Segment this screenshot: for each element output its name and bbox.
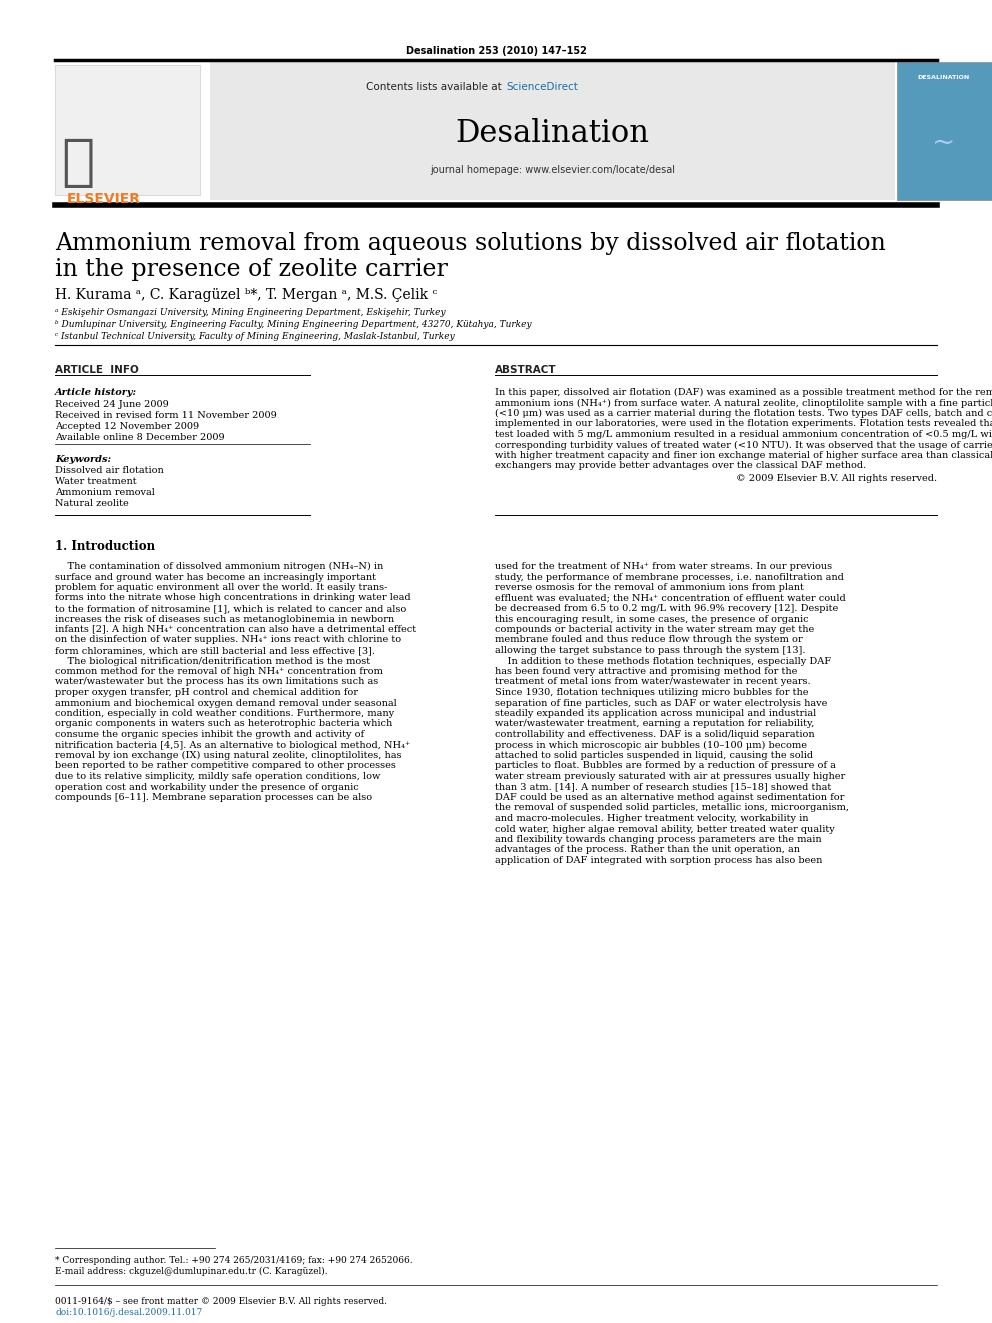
Text: ARTICLE  INFO: ARTICLE INFO	[55, 365, 139, 374]
Text: has been found very attractive and promising method for the: has been found very attractive and promi…	[495, 667, 798, 676]
Text: 🌳: 🌳	[62, 135, 94, 189]
Text: ABSTRACT: ABSTRACT	[495, 365, 557, 374]
Text: cold water, higher algae removal ability, better treated water quality: cold water, higher algae removal ability…	[495, 824, 834, 833]
Text: H. Kurama ᵃ, C. Karagüzel ᵇ*, T. Mergan ᵃ, M.S. Çelik ᶜ: H. Kurama ᵃ, C. Karagüzel ᵇ*, T. Mergan …	[55, 288, 437, 302]
Text: Available online 8 December 2009: Available online 8 December 2009	[55, 433, 224, 442]
Text: Since 1930, flotation techniques utilizing micro bubbles for the: Since 1930, flotation techniques utilizi…	[495, 688, 808, 697]
Text: water/wastewater treatment, earning a reputation for reliability,: water/wastewater treatment, earning a re…	[495, 720, 814, 729]
Text: E-mail address: ckguzel@dumlupinar.edu.tr (C. Karagüzel).: E-mail address: ckguzel@dumlupinar.edu.t…	[55, 1267, 327, 1277]
Text: ᶜ Istanbul Technical University, Faculty of Mining Engineering, Maslak-Istanbul,: ᶜ Istanbul Technical University, Faculty…	[55, 332, 454, 341]
Text: corresponding turbidity values of treated water (<10 NTU). It was observed that : corresponding turbidity values of treate…	[495, 441, 992, 450]
Text: membrane fouled and thus reduce flow through the system or: membrane fouled and thus reduce flow thr…	[495, 635, 803, 644]
Text: 0011-9164/$ – see front matter © 2009 Elsevier B.V. All rights reserved.: 0011-9164/$ – see front matter © 2009 El…	[55, 1297, 387, 1306]
Text: process in which microscopic air bubbles (10–100 μm) become: process in which microscopic air bubbles…	[495, 741, 807, 750]
Text: advantages of the process. Rather than the unit operation, an: advantages of the process. Rather than t…	[495, 845, 800, 855]
Text: the removal of suspended solid particles, metallic ions, microorganism,: the removal of suspended solid particles…	[495, 803, 849, 812]
Text: steadily expanded its application across municipal and industrial: steadily expanded its application across…	[495, 709, 816, 718]
Text: separation of fine particles, such as DAF or water electrolysis have: separation of fine particles, such as DA…	[495, 699, 827, 708]
Bar	[897, 62, 992, 200]
Text: treatment of metal ions from water/wastewater in recent years.: treatment of metal ions from water/waste…	[495, 677, 810, 687]
Text: DAF could be used as an alternative method against sedimentation for: DAF could be used as an alternative meth…	[495, 792, 844, 802]
Text: Accepted 12 November 2009: Accepted 12 November 2009	[55, 422, 199, 431]
Text: compounds or bacterial activity in the water stream may get the: compounds or bacterial activity in the w…	[495, 624, 814, 634]
Text: reverse osmosis for the removal of ammonium ions from plant: reverse osmosis for the removal of ammon…	[495, 583, 804, 591]
Text: been reported to be rather competitive compared to other processes: been reported to be rather competitive c…	[55, 762, 396, 770]
Text: ᵃ Eskişehir Osmangazi University, Mining Engineering Department, Eskişehir, Turk: ᵃ Eskişehir Osmangazi University, Mining…	[55, 308, 445, 318]
Text: ammonium and biochemical oxygen demand removal under seasonal: ammonium and biochemical oxygen demand r…	[55, 699, 397, 708]
Text: ~: ~	[932, 130, 955, 157]
Text: water stream previously saturated with air at pressures usually higher: water stream previously saturated with a…	[495, 773, 845, 781]
Text: removal by ion exchange (IX) using natural zeolite, clinoptilolites, has: removal by ion exchange (IX) using natur…	[55, 751, 402, 761]
Text: Dissolved air flotation: Dissolved air flotation	[55, 466, 164, 475]
Text: attached to solid particles suspended in liquid, causing the solid: attached to solid particles suspended in…	[495, 751, 813, 759]
Text: on the disinfection of water supplies. NH₄⁺ ions react with chlorine to: on the disinfection of water supplies. N…	[55, 635, 401, 644]
Text: particles to float. Bubbles are formed by a reduction of pressure of a: particles to float. Bubbles are formed b…	[495, 762, 836, 770]
Text: * Corresponding author. Tel.: +90 274 265/2031/4169; fax: +90 274 2652066.: * Corresponding author. Tel.: +90 274 26…	[55, 1256, 413, 1265]
Text: this encouraging result, in some cases, the presence of organic: this encouraging result, in some cases, …	[495, 614, 808, 623]
Text: © 2009 Elsevier B.V. All rights reserved.: © 2009 Elsevier B.V. All rights reserved…	[736, 474, 937, 483]
Text: exchangers may provide better advantages over the classical DAF method.: exchangers may provide better advantages…	[495, 462, 866, 471]
Text: used for the treatment of NH₄⁺ from water streams. In our previous: used for the treatment of NH₄⁺ from wate…	[495, 562, 832, 572]
Text: forms into the nitrate whose high concentrations in drinking water lead: forms into the nitrate whose high concen…	[55, 594, 411, 602]
Text: Received in revised form 11 November 2009: Received in revised form 11 November 200…	[55, 411, 277, 419]
Text: proper oxygen transfer, pH control and chemical addition for: proper oxygen transfer, pH control and c…	[55, 688, 358, 697]
Text: organic components in waters such as heterotrophic bacteria which: organic components in waters such as het…	[55, 720, 392, 729]
Text: controllability and effectiveness. DAF is a solid/liquid separation: controllability and effectiveness. DAF i…	[495, 730, 814, 740]
Text: ammonium ions (NH₄⁺) from surface water. A natural zeolite, clinoptilolite sampl: ammonium ions (NH₄⁺) from surface water.…	[495, 398, 992, 407]
Text: Received 24 June 2009: Received 24 June 2009	[55, 400, 169, 409]
Text: journal homepage: www.elsevier.com/locate/desal: journal homepage: www.elsevier.com/locat…	[430, 165, 675, 175]
Text: test loaded with 5 mg/L ammonium resulted in a residual ammonium concentration o: test loaded with 5 mg/L ammonium resulte…	[495, 430, 992, 439]
Text: Contents lists available at: Contents lists available at	[365, 82, 505, 93]
Text: form chloramines, which are still bacterial and less effective [3].: form chloramines, which are still bacter…	[55, 646, 375, 655]
Text: and flexibility towards changing process parameters are the main: and flexibility towards changing process…	[495, 835, 821, 844]
Text: doi:10.1016/j.desal.2009.11.017: doi:10.1016/j.desal.2009.11.017	[55, 1308, 202, 1316]
Text: ᵇ Dumlupinar University, Engineering Faculty, Mining Engineering Department, 432: ᵇ Dumlupinar University, Engineering Fac…	[55, 320, 532, 329]
Text: Ammonium removal from aqueous solutions by dissolved air flotation: Ammonium removal from aqueous solutions …	[55, 232, 886, 255]
Text: In this paper, dissolved air flotation (DAF) was examined as a possible treatmen: In this paper, dissolved air flotation (…	[495, 388, 992, 397]
Text: Natural zeolite: Natural zeolite	[55, 499, 129, 508]
Text: compounds [6–11]. Membrane separation processes can be also: compounds [6–11]. Membrane separation pr…	[55, 792, 372, 802]
Text: infants [2]. A high NH₄⁺ concentration can also have a detrimental effect: infants [2]. A high NH₄⁺ concentration c…	[55, 624, 416, 634]
Text: and macro-molecules. Higher treatment velocity, workability in: and macro-molecules. Higher treatment ve…	[495, 814, 808, 823]
Text: condition, especially in cold weather conditions. Furthermore, many: condition, especially in cold weather co…	[55, 709, 394, 718]
Text: ELSEVIER: ELSEVIER	[67, 192, 141, 206]
Text: (<10 μm) was used as a carrier material during the flotation tests. Two types DA: (<10 μm) was used as a carrier material …	[495, 409, 992, 418]
Text: than 3 atm. [14]. A number of research studies [15–18] showed that: than 3 atm. [14]. A number of research s…	[495, 782, 831, 791]
Text: The biological nitrification/denitrification method is the most: The biological nitrification/denitrifica…	[55, 656, 370, 665]
Bar	[210, 60, 895, 200]
Text: Desalination 253 (2010) 147–152: Desalination 253 (2010) 147–152	[406, 46, 586, 56]
Text: DESALINATION: DESALINATION	[918, 75, 970, 79]
Text: surface and ground water has become an increasingly important: surface and ground water has become an i…	[55, 573, 376, 582]
Text: 1. Introduction: 1. Introduction	[55, 540, 155, 553]
Text: In addition to these methods flotation techniques, especially DAF: In addition to these methods flotation t…	[495, 656, 831, 665]
Text: nitrification bacteria [4,5]. As an alternative to biological method, NH₄⁺: nitrification bacteria [4,5]. As an alte…	[55, 741, 411, 750]
Text: with higher treatment capacity and finer ion exchange material of higher surface: with higher treatment capacity and finer…	[495, 451, 992, 460]
Text: common method for the removal of high NH₄⁺ concentration from: common method for the removal of high NH…	[55, 667, 383, 676]
Text: Keywords:: Keywords:	[55, 455, 111, 464]
Bar	[55, 65, 200, 194]
Text: problem for aquatic environment all over the world. It easily trans-: problem for aquatic environment all over…	[55, 583, 387, 591]
Text: effluent was evaluated; the NH₄⁺ concentration of effluent water could: effluent was evaluated; the NH₄⁺ concent…	[495, 594, 846, 602]
Text: in the presence of zeolite carrier: in the presence of zeolite carrier	[55, 258, 447, 280]
Text: be decreased from 6.5 to 0.2 mg/L with 96.9% recovery [12]. Despite: be decreased from 6.5 to 0.2 mg/L with 9…	[495, 605, 838, 613]
Text: allowing the target substance to pass through the system [13].: allowing the target substance to pass th…	[495, 646, 806, 655]
Text: increases the risk of diseases such as metanoglobinemia in newborn: increases the risk of diseases such as m…	[55, 614, 394, 623]
Text: study, the performance of membrane processes, i.e. nanofiltration and: study, the performance of membrane proce…	[495, 573, 844, 582]
Text: due to its relative simplicity, mildly safe operation conditions, low: due to its relative simplicity, mildly s…	[55, 773, 380, 781]
Text: The contamination of dissolved ammonium nitrogen (NH₄–N) in: The contamination of dissolved ammonium …	[55, 562, 383, 572]
Text: implemented in our laboratories, were used in the flotation experiments. Flotati: implemented in our laboratories, were us…	[495, 419, 992, 429]
Text: ScienceDirect: ScienceDirect	[507, 82, 578, 93]
Text: to the formation of nitrosamine [1], which is related to cancer and also: to the formation of nitrosamine [1], whi…	[55, 605, 407, 613]
Text: consume the organic species inhibit the growth and activity of: consume the organic species inhibit the …	[55, 730, 364, 740]
Text: Water treatment: Water treatment	[55, 478, 137, 486]
Text: Article history:: Article history:	[55, 388, 137, 397]
Text: water/wastewater but the process has its own limitations such as: water/wastewater but the process has its…	[55, 677, 378, 687]
Text: operation cost and workability under the presence of organic: operation cost and workability under the…	[55, 782, 359, 791]
Text: application of DAF integrated with sorption process has also been: application of DAF integrated with sorpt…	[495, 856, 822, 865]
Text: Ammonium removal: Ammonium removal	[55, 488, 155, 497]
Text: Desalination: Desalination	[455, 118, 650, 149]
